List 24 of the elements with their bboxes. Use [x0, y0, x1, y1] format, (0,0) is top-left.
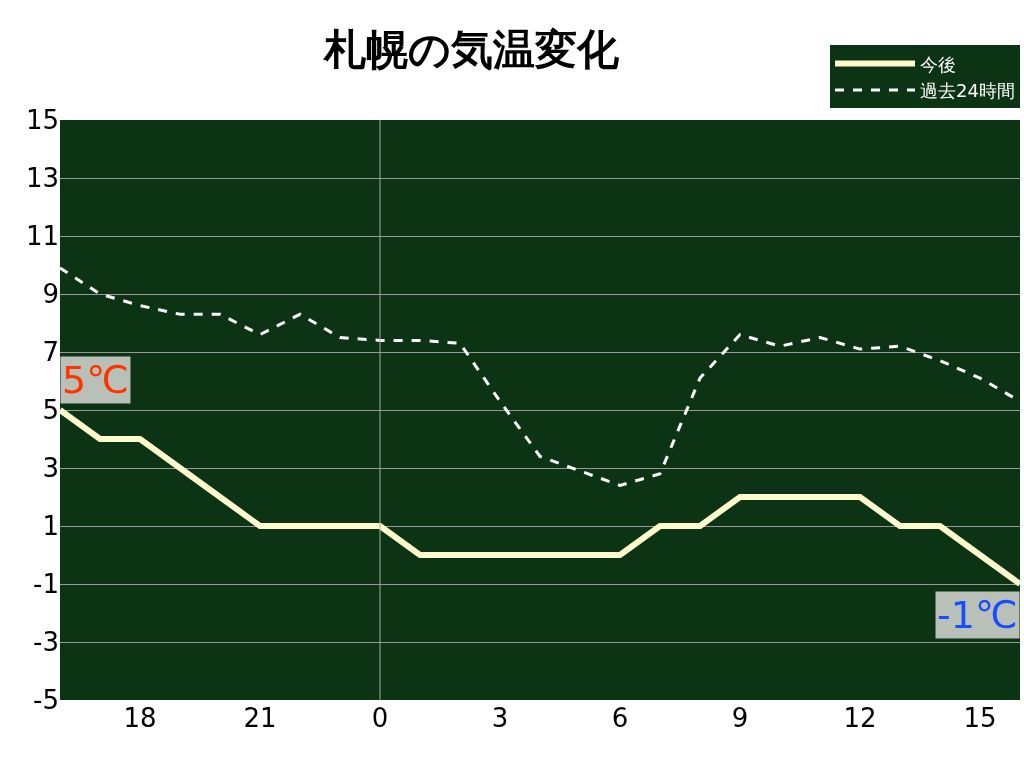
x-tick-label: 21: [243, 703, 277, 733]
y-tick-label: 3: [42, 453, 59, 484]
x-tick-label: 12: [843, 703, 877, 733]
x-tick-label: 3: [491, 703, 509, 733]
x-tick-label: 0: [371, 703, 389, 733]
annotation: -1℃: [937, 593, 1018, 637]
x-tick-label: 9: [731, 703, 749, 733]
y-tick-label: 9: [42, 279, 59, 310]
y-tick-label: 1: [42, 511, 59, 542]
y-tick-label: -1: [33, 569, 59, 600]
y-tick-label: -3: [33, 627, 59, 658]
chart-title: 札幌の気温変化: [322, 24, 620, 74]
annotation: 5℃: [62, 358, 129, 402]
y-tick-label: 5: [42, 395, 59, 426]
y-tick-label: 11: [25, 221, 59, 252]
y-tick-label: 7: [42, 337, 59, 368]
legend-label: 今後: [920, 53, 956, 75]
y-tick-label: -5: [33, 685, 59, 716]
legend-label: 過去24時間: [920, 80, 1015, 102]
x-tick-label: 6: [611, 703, 629, 733]
x-tick-label: 15: [963, 703, 997, 733]
x-tick-label: 18: [123, 703, 157, 733]
y-tick-label: 15: [25, 105, 59, 136]
y-tick-label: 13: [25, 163, 59, 194]
